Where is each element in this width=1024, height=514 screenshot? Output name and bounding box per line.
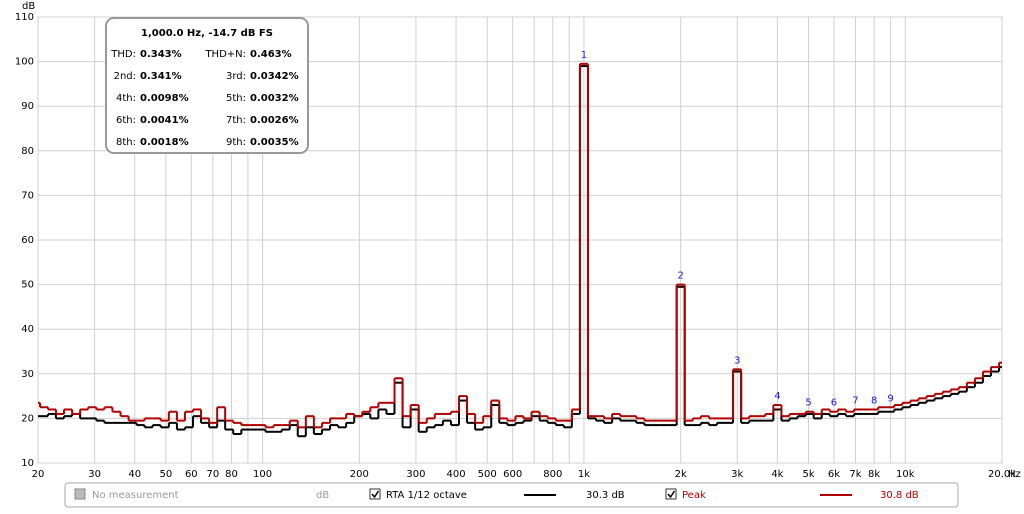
legend-name: RTA 1/12 octave <box>386 490 467 501</box>
checkbox[interactable] <box>369 488 381 500</box>
legend-value: 30.3 dB <box>586 490 625 501</box>
x-tick-label: 4k <box>771 469 783 480</box>
info-value: 0.0098% <box>140 93 189 104</box>
y-tick-label: 80 <box>21 146 34 157</box>
y-unit: dB <box>22 1 35 12</box>
legend-empty-unit: dB <box>316 490 329 501</box>
y-tick-label: 70 <box>21 190 34 201</box>
harmonic-marker: 6 <box>831 398 837 409</box>
harmonic-marker: 7 <box>852 395 858 406</box>
info-value: 0.463% <box>250 49 292 60</box>
info-label: 9th: <box>226 137 246 148</box>
info-label: THD+N: <box>204 49 246 60</box>
y-tick-label: 20 <box>21 413 34 424</box>
harmonic-marker: 4 <box>774 391 780 402</box>
x-tick-label: 7k <box>849 469 861 480</box>
info-value: 0.0035% <box>250 137 299 148</box>
legend-frame <box>64 482 959 508</box>
check <box>667 490 676 499</box>
x-tick-label: 30 <box>88 469 101 480</box>
info-value: 0.0018% <box>140 137 189 148</box>
legend-bar: No measurement dB RTA 1/12 octave 30.3 dB… <box>64 482 959 508</box>
x-tick-label: 8k <box>868 469 880 480</box>
info-title: 1,000.0 Hz, -14.7 dB FS <box>141 28 273 39</box>
info-label: 4th: <box>116 93 136 104</box>
y-tick-label: 30 <box>21 369 34 380</box>
y-tick-label: 40 <box>21 324 34 335</box>
x-tick-label: 80 <box>225 469 238 480</box>
x-tick-label: 70 <box>206 469 219 480</box>
legend-value: 30.8 dB <box>880 490 919 501</box>
info-rows: THD: 0.343% THD+N: 0.463% 2nd: 0.341% 3rd: 0.03… <box>110 49 298 148</box>
x-tick-label: 400 <box>447 469 466 480</box>
y-tick-label: 50 <box>21 280 34 291</box>
harmonic-marker: 8 <box>871 395 877 406</box>
x-tick-label: 1k <box>578 469 590 480</box>
y-tick-label: 10 <box>21 458 34 469</box>
x-tick-label: 600 <box>503 469 522 480</box>
x-tick-label: 100 <box>253 469 272 480</box>
x-tick-label: 300 <box>406 469 425 480</box>
info-value: 0.0032% <box>250 93 299 104</box>
harmonic-marker: 1 <box>581 50 587 61</box>
checkbox[interactable] <box>665 488 677 500</box>
x-tick-label: 800 <box>543 469 562 480</box>
x-tick-label: 3k <box>731 469 743 480</box>
info-value: 0.0041% <box>140 115 189 126</box>
x-tick-label: 2k <box>675 469 687 480</box>
info-value: 0.0026% <box>250 115 299 126</box>
info-label: 7th: <box>226 115 246 126</box>
y-tick-label: 100 <box>15 57 34 68</box>
info-label: THD: <box>110 49 136 60</box>
x-unit: Hz <box>1008 469 1021 480</box>
legend-items: RTA 1/12 octave 30.3 dB Peak 30.8 dB <box>369 488 919 501</box>
check <box>371 490 380 499</box>
y-tick-label: 60 <box>21 235 34 246</box>
harmonic-marker: 9 <box>887 393 893 404</box>
legend-name: Peak <box>682 490 706 501</box>
x-tick-label: 200 <box>350 469 369 480</box>
x-tick-label: 10k <box>896 469 915 480</box>
info-box-frame <box>105 17 309 154</box>
x-tick-label: 20.0k <box>988 469 1016 480</box>
checkbox[interactable] <box>74 488 86 500</box>
info-value: 0.343% <box>140 49 182 60</box>
harmonic-marker: 3 <box>734 355 740 366</box>
info-label: 3rd: <box>226 71 246 82</box>
x-tick-label: 500 <box>478 469 497 480</box>
info-label: 6th: <box>116 115 136 126</box>
x-tick-label: 20 <box>32 469 45 480</box>
y-tick-label: 90 <box>21 101 34 112</box>
legend-empty: No measurement <box>92 490 179 501</box>
info-value: 0.341% <box>140 71 182 82</box>
x-tick-label: 6k <box>828 469 840 480</box>
info-label: 8th: <box>116 137 136 148</box>
info-box: 1,000.0 Hz, -14.7 dB FS THD: 0.343% THD+N:… <box>105 17 309 154</box>
harmonic-marker: 2 <box>677 271 683 282</box>
x-tick-label: 50 <box>160 469 173 480</box>
x-tick-label: 60 <box>185 469 198 480</box>
info-label: 2nd: <box>114 71 136 82</box>
x-tick-label: 5k <box>802 469 814 480</box>
harmonic-marker: 5 <box>805 398 811 409</box>
info-label: 5th: <box>226 93 246 104</box>
y-tick-label: 110 <box>15 12 34 23</box>
x-tick-label: 40 <box>128 469 141 480</box>
info-value: 0.0342% <box>250 71 299 82</box>
traces <box>38 62 1002 438</box>
